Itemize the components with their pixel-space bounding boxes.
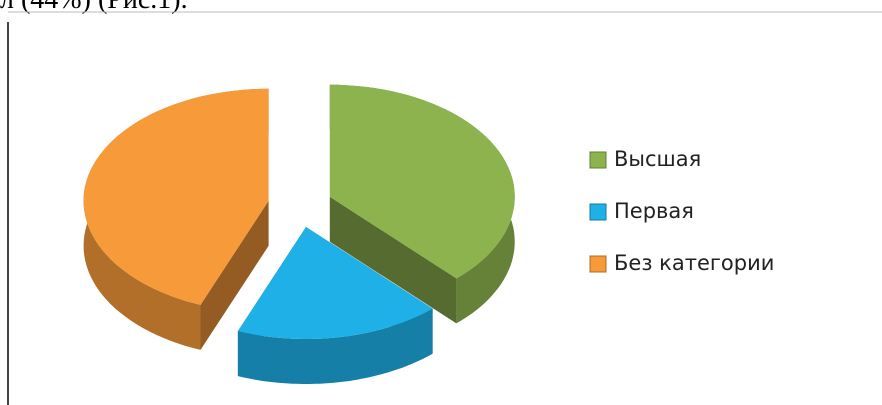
slice-side — [237, 308, 433, 384]
caption-text: л (44%) (Рис.1). — [0, 0, 188, 16]
legend-label: Без категории — [614, 251, 774, 275]
slice — [83, 88, 269, 350]
slice-wall — [200, 200, 269, 350]
slice-wall — [329, 196, 457, 324]
slice-top — [83, 88, 269, 305]
legend-swatch — [589, 255, 607, 273]
slice — [329, 84, 515, 324]
slice — [237, 227, 433, 384]
legend-label: Первая — [614, 199, 694, 223]
slice-top — [237, 227, 433, 339]
slice-top — [329, 84, 515, 279]
legend-swatch — [589, 151, 607, 169]
legend-label: Высшая — [614, 147, 701, 171]
legend-swatch — [589, 203, 607, 221]
